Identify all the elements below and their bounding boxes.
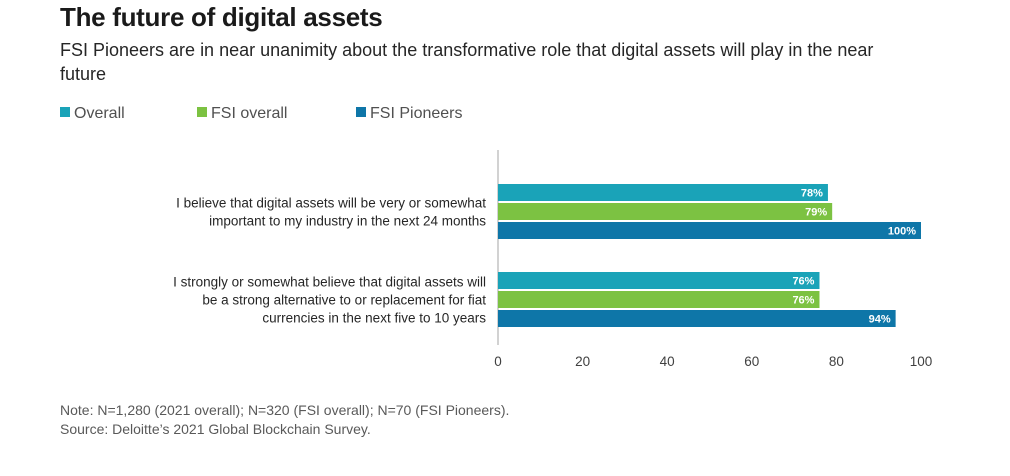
legend-label-overall: Overall — [74, 105, 125, 122]
note-text: Note: N=1,280 (2021 overall); N=320 (FSI… — [60, 402, 510, 418]
legend-item-fsi-overall: FSI overall — [197, 105, 287, 123]
bar-chart: 78% 79% 100% I believe that digital assets … — [173, 150, 933, 369]
source-text: Source: Deloitte’s 2021 Global Blockchai… — [60, 421, 371, 437]
legend-swatch-fsi-pioneers — [356, 107, 366, 117]
bar-label-fsi-pioneers-2: 94% — [869, 314, 891, 326]
bar-label-fsi-overall-2: 76% — [792, 295, 814, 307]
legend-item-fsi-pioneers: FSI Pioneers — [356, 105, 462, 123]
bar-fsi-pioneers-1 — [498, 222, 921, 239]
legend-item-overall: Overall — [60, 105, 125, 123]
bar-fsi-overall-2 — [498, 291, 820, 308]
x-tick-label-100: 100 — [910, 354, 933, 369]
bar-label-fsi-pioneers-1: 100% — [888, 226, 916, 238]
category-label-1-line-2: important to my industry in the next 24 … — [209, 214, 486, 229]
bar-overall-1 — [498, 184, 828, 201]
category-label-2-line-1: I strongly or somewhat believe that digi… — [173, 275, 486, 290]
legend-label-fsi-pioneers: FSI Pioneers — [370, 105, 463, 122]
bar-fsi-overall-1 — [498, 203, 833, 220]
chart-subtitle: FSI Pioneers are in near unanimity about… — [60, 40, 874, 84]
chart-notes: Note: N=1,280 (2021 overall); N=320 (FSI… — [60, 401, 509, 439]
x-tick-label-0: 0 — [494, 354, 502, 369]
bar-label-overall-2: 76% — [792, 276, 814, 288]
category-label-2-line-3: currencies in the next five to 10 years — [262, 311, 486, 326]
x-tick-label-60: 60 — [744, 354, 759, 369]
x-tick-label-40: 40 — [660, 354, 675, 369]
chart-title: The future of digital assets — [60, 2, 383, 32]
legend-swatch-fsi-overall — [197, 107, 207, 117]
bar-fsi-pioneers-2 — [498, 310, 896, 327]
bar-overall-2 — [498, 272, 820, 289]
legend-swatch-overall — [60, 107, 70, 117]
bar-label-fsi-overall-1: 79% — [805, 207, 827, 219]
legend-label-fsi-overall: FSI overall — [211, 105, 288, 122]
category-label-2-line-2: be a strong alternative to or replacemen… — [202, 293, 486, 308]
x-tick-label-20: 20 — [575, 354, 590, 369]
bar-label-overall-1: 78% — [801, 188, 823, 200]
category-label-1-line-1: I believe that digital assets will be ve… — [176, 196, 486, 211]
x-tick-label-80: 80 — [829, 354, 844, 369]
